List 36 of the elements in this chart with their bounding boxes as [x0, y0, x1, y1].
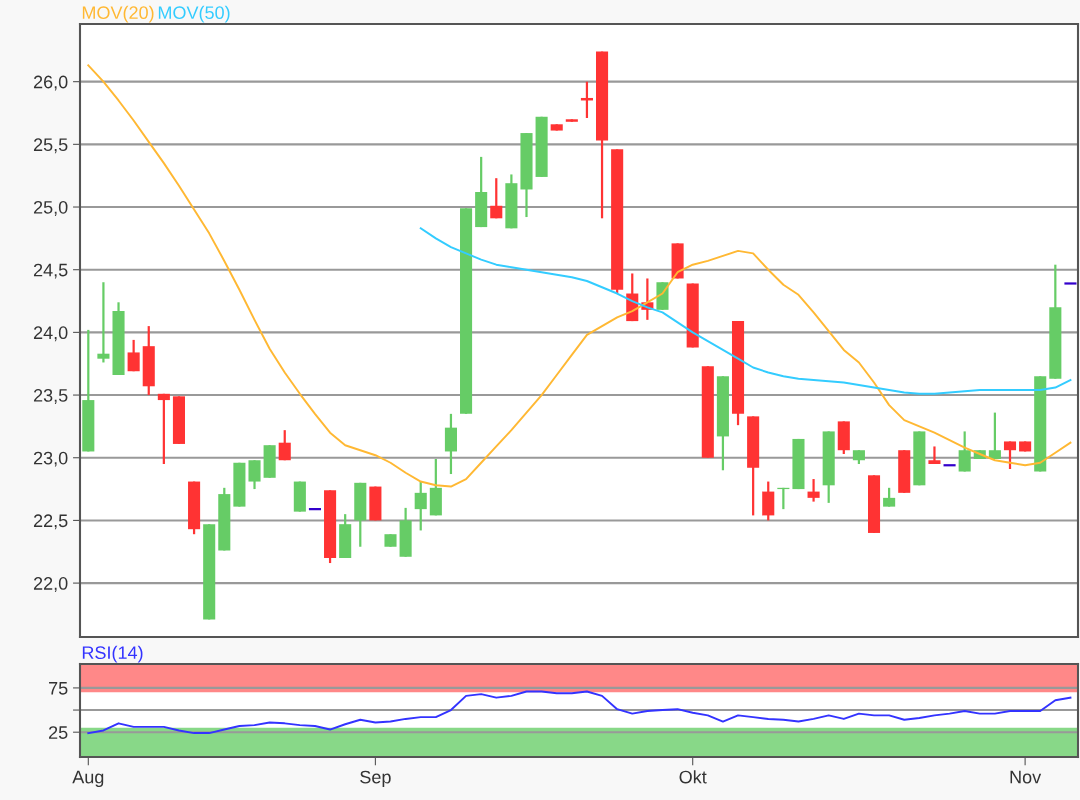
line-series [87, 64, 1072, 488]
text: MOV(50) [158, 5, 230, 23]
y-tick-label: 24,0 [33, 326, 68, 342]
candlestick [807, 477, 820, 503]
y-tick-label: 25 [49, 726, 68, 739]
candlestick [988, 411, 1001, 461]
candlestick [278, 429, 291, 462]
y-tick-label: 23,0 [33, 451, 68, 467]
candlestick [1003, 440, 1017, 471]
candlestick [157, 392, 170, 466]
y-tick-label: 22,5 [33, 514, 68, 530]
y-tick-label: 25,0 [33, 200, 68, 216]
candlestick [762, 480, 775, 522]
y-tick-label: 26,0 [33, 75, 68, 91]
text: MOV(20) [82, 5, 154, 23]
x-tick-label: Sep [360, 770, 391, 788]
y-tick-label: 24,5 [33, 263, 68, 279]
candlestick [444, 412, 457, 476]
y-tick-label: 23,5 [33, 388, 68, 404]
line-series [87, 690, 1072, 735]
candlestick [97, 281, 110, 364]
line-series [419, 227, 1072, 395]
candlestick [490, 177, 503, 220]
candlestick [127, 338, 140, 373]
text: RSI(14) [82, 645, 143, 663]
x-tick-label: Nov [1010, 770, 1042, 784]
y-tick-label: 75 [49, 682, 68, 695]
y-tick-label: 25,5 [33, 138, 68, 154]
candlestick [928, 445, 941, 466]
candlestick [248, 459, 261, 491]
x-tick-label: Aug [72, 770, 104, 788]
candlestick [414, 480, 427, 532]
candlestick [958, 430, 971, 473]
y-tick-label: 22,0 [33, 577, 68, 592]
candlestick [883, 486, 896, 508]
x-tick-label: Okt [679, 770, 707, 784]
